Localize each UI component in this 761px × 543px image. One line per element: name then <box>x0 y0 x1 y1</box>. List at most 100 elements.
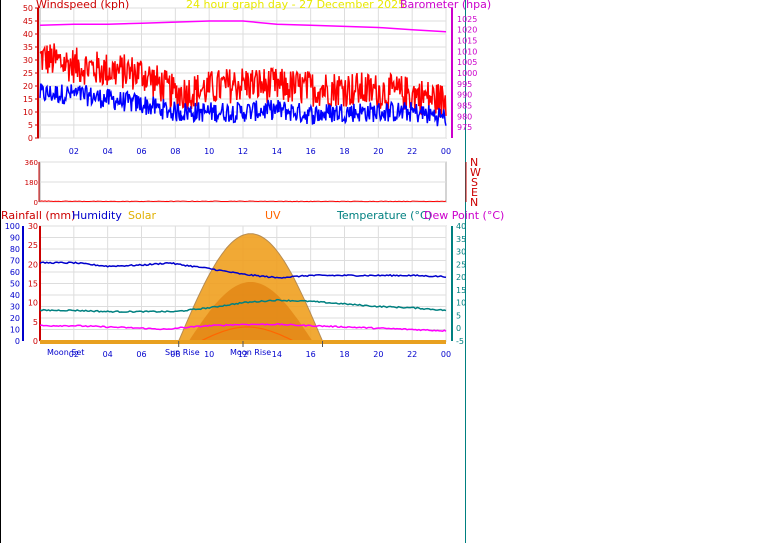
wind-y-tick: 50 <box>23 4 33 13</box>
temp-y-tick: -5 <box>456 337 464 346</box>
temp-y-tick: 5 <box>456 311 461 320</box>
conditions-x-tick: 16 <box>306 350 316 359</box>
conditions-x-tick: 18 <box>339 350 349 359</box>
wind-x-tick: 00 <box>441 147 451 156</box>
conditions-x-tick: 20 <box>373 350 383 359</box>
wind-x-tick: 20 <box>373 147 383 156</box>
dewpoint-legend: Dew Point (°C) <box>424 209 505 222</box>
temp-y-tick: 20 <box>456 273 466 282</box>
solar-inner-area <box>188 282 313 341</box>
wind-x-tick: 04 <box>103 147 113 156</box>
wind-y-tick: 15 <box>23 95 33 104</box>
conditions-x-tick: 02 <box>69 350 79 359</box>
wind-average-line <box>39 83 447 127</box>
wind-x-tick: 14 <box>272 147 282 156</box>
wind-y-tick: 20 <box>23 82 33 91</box>
humidity-y-tick: 90 <box>10 234 20 243</box>
conditions-x-tick: 22 <box>407 350 417 359</box>
humidity-y-tick: 80 <box>10 245 20 254</box>
conditions-x-tick: 00 <box>441 350 451 359</box>
humidity-y-tick: 20 <box>10 314 20 323</box>
conditions-x-tick: 08 <box>170 350 180 359</box>
baro-y-tick: 1025 <box>457 15 477 24</box>
humidity-y-tick: 10 <box>10 326 20 335</box>
temp-y-tick: 25 <box>456 260 466 269</box>
conditions-x-tick: 04 <box>103 350 113 359</box>
temp-y-tick: 40 <box>456 222 466 231</box>
baro-y-tick: 1010 <box>457 47 477 56</box>
temp-y-tick: 35 <box>456 235 466 244</box>
dewpoint-line <box>39 323 447 332</box>
rain-y-tick: 30 <box>28 222 38 231</box>
rain-y-tick: 5 <box>33 318 38 327</box>
wind-x-tick: 02 <box>69 147 79 156</box>
sun-rise-label: Sun Rise <box>165 348 200 357</box>
temperature-legend: Temperature (°C) <box>337 209 432 222</box>
temp-y-tick: 10 <box>456 299 466 308</box>
baro-y-tick: 1000 <box>457 69 477 78</box>
temperature-line <box>39 298 447 314</box>
barometer-axis-title: Barometer (hpa) <box>400 0 492 11</box>
rain-y-tick: 15 <box>28 280 38 289</box>
rain-y-tick: 25 <box>28 241 38 250</box>
baro-y-tick: 1005 <box>457 58 477 67</box>
temp-y-tick: 30 <box>456 248 466 257</box>
direction-y-tick: 0 <box>34 199 38 207</box>
wind-y-tick: 30 <box>23 56 33 65</box>
humidity-y-tick: 100 <box>5 222 20 231</box>
wind-x-tick: 18 <box>339 147 349 156</box>
conditions-x-tick: 06 <box>136 350 146 359</box>
rain-y-tick: 20 <box>28 260 38 269</box>
wind-y-tick: 5 <box>28 121 33 130</box>
compass-w: W <box>470 166 481 179</box>
wind-y-tick: 10 <box>23 108 33 117</box>
baro-y-tick: 975 <box>457 123 472 132</box>
wind-x-tick: 22 <box>407 147 417 156</box>
rain-y-tick: 0 <box>33 337 38 346</box>
wind-gust-line <box>39 43 447 118</box>
wind-y-tick: 35 <box>23 43 33 52</box>
wind-y-tick: 25 <box>23 69 33 78</box>
windspeed-axis-title: Windspeed (kph) <box>36 0 130 11</box>
baro-y-tick: 990 <box>457 91 472 100</box>
direction-y-tick: 360 <box>25 159 38 167</box>
humidity-y-tick: 70 <box>10 257 20 266</box>
compass-n-top: N <box>470 156 479 169</box>
direction-y-tick: 180 <box>25 179 38 187</box>
baro-y-tick: 1020 <box>457 26 477 35</box>
uv-line <box>200 326 295 342</box>
compass-s: S <box>471 176 478 189</box>
compass-n-bottom: N <box>470 196 479 209</box>
temp-y-tick: 15 <box>456 286 466 295</box>
wind-x-tick: 16 <box>306 147 316 156</box>
rainfall-legend: Rainfall (mm) <box>1 209 76 222</box>
chart-title: 24 hour graph day - 27 December 2025 <box>186 0 406 11</box>
baro-y-tick: 980 <box>457 112 472 121</box>
conditions-x-tick: 10 <box>204 350 214 359</box>
conditions-x-tick: 14 <box>272 350 282 359</box>
solar-legend: Solar <box>128 209 157 222</box>
uv-legend: UV <box>265 209 281 222</box>
humidity-legend: Humidity <box>72 209 122 222</box>
moon-set-label: Moon Set <box>47 348 85 357</box>
conditions-x-tick: 12 <box>238 350 248 359</box>
baro-y-tick: 985 <box>457 102 472 111</box>
moon-rise-label: Moon Rise <box>230 348 272 357</box>
humidity-y-tick: 0 <box>15 337 20 346</box>
baro-y-tick: 995 <box>457 80 472 89</box>
direction-line <box>39 200 447 203</box>
wind-x-tick: 06 <box>136 147 146 156</box>
wind-x-tick: 08 <box>170 147 180 156</box>
humidity-line <box>39 261 447 279</box>
wind-x-tick: 12 <box>238 147 248 156</box>
rain-y-tick: 10 <box>28 299 38 308</box>
humidity-y-tick: 30 <box>10 303 20 312</box>
humidity-y-tick: 50 <box>10 280 20 289</box>
wind-y-tick: 0 <box>28 134 33 143</box>
wind-x-tick: 10 <box>204 147 214 156</box>
humidity-y-tick: 40 <box>10 291 20 300</box>
barometer-line <box>39 20 447 33</box>
wind-y-tick: 40 <box>23 30 33 39</box>
temp-y-tick: 0 <box>456 324 461 333</box>
